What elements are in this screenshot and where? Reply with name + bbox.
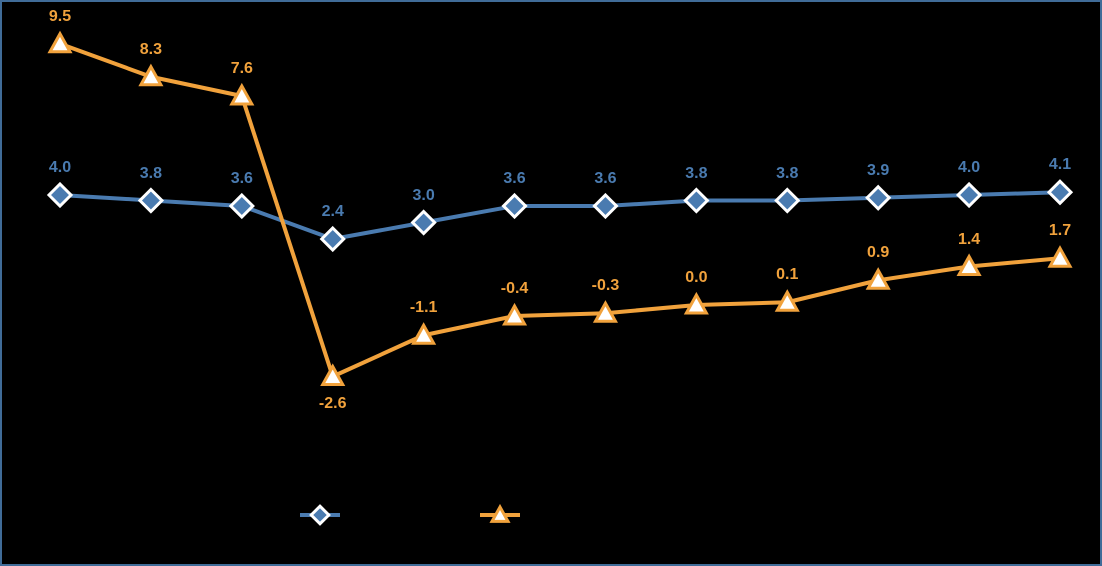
data-label: -1.1	[410, 299, 438, 317]
data-label: 3.6	[231, 170, 253, 188]
data-label: 3.6	[503, 170, 525, 188]
data-label: -2.6	[319, 395, 347, 413]
data-label: 1.4	[958, 231, 980, 249]
data-label: 4.1	[1049, 156, 1071, 174]
data-label: 0.1	[776, 266, 798, 284]
line-chart	[0, 0, 1102, 566]
chart-container: 4.0 3.8 3.6 2.4 3.0 3.6 3.6 3.8 3.8 3.9 4.0 4.1 9.5 8…	[0, 0, 1102, 566]
data-label: 3.8	[776, 165, 798, 183]
data-label: 0.0	[685, 269, 707, 287]
data-label: 9.5	[49, 8, 71, 26]
data-label: -0.4	[501, 280, 529, 298]
data-label: 8.3	[140, 41, 162, 59]
data-label: -0.3	[592, 277, 620, 295]
data-label: 3.6	[594, 170, 616, 188]
data-label: 3.0	[413, 187, 435, 205]
data-label: 7.6	[231, 60, 253, 78]
data-label: 0.9	[867, 244, 889, 262]
data-label: 3.9	[867, 162, 889, 180]
data-label: 4.0	[958, 159, 980, 177]
data-label: 3.8	[140, 165, 162, 183]
data-label: 2.4	[322, 203, 344, 221]
data-label: 1.7	[1049, 222, 1071, 240]
data-label: 4.0	[49, 159, 71, 177]
data-label: 3.8	[685, 165, 707, 183]
